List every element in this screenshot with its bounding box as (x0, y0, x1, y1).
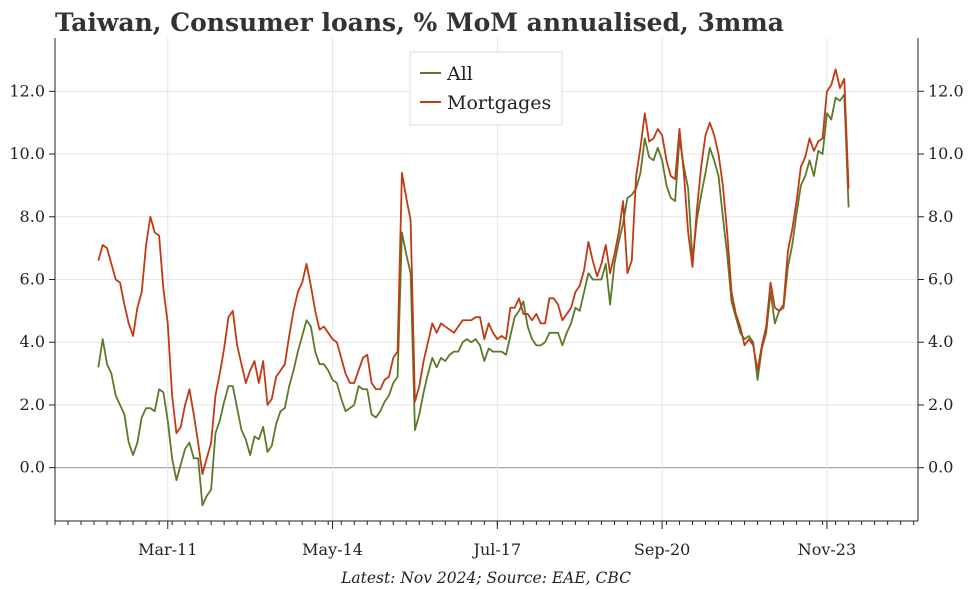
x-tick-label: Sep-20 (634, 540, 690, 559)
series-lines (97, 68, 850, 507)
x-tick-label: Nov-23 (798, 540, 856, 559)
y-tick-label-right: 0.0 (928, 458, 953, 477)
legend-label-mortgages: Mortgages (447, 92, 551, 114)
series-line-all (97, 93, 850, 507)
x-tick-label: Mar-11 (138, 540, 197, 559)
y-tick-label-right: 8.0 (928, 207, 953, 226)
y-tick-label-left: 0.0 (20, 458, 45, 477)
y-tick-label-right: 4.0 (928, 332, 953, 351)
y-tick-label-left: 4.0 (20, 332, 45, 351)
chart-title: Taiwan, Consumer loans, % MoM annualised… (55, 8, 784, 37)
y-tick-label-left: 2.0 (20, 395, 45, 414)
x-tick-label: Jul-17 (472, 540, 522, 559)
y-tick-label-right: 2.0 (928, 395, 953, 414)
legend: All Mortgages (409, 51, 563, 126)
footnote: Latest: Nov 2024; Source: EAE, CBC (340, 569, 631, 587)
y-tick-label-right: 10.0 (928, 144, 964, 163)
x-tick-label: May-14 (302, 540, 363, 559)
y-tick-label-left: 6.0 (20, 270, 45, 289)
legend-label-all: All (446, 63, 473, 85)
y-tick-label-right: 6.0 (928, 270, 953, 289)
y-tick-label-right: 12.0 (928, 81, 964, 100)
legend-box (409, 51, 563, 126)
series-line-mortgages (97, 68, 850, 475)
y-tick-label-left: 10.0 (9, 144, 45, 163)
y-tick-label-left: 12.0 (9, 81, 45, 100)
y-tick-label-left: 8.0 (20, 207, 45, 226)
axes: 0.0 0.0 2.0 2.0 4.0 4.0 6.0 6.0 8.0 8.0 10.0 10.0 12… (9, 38, 964, 559)
